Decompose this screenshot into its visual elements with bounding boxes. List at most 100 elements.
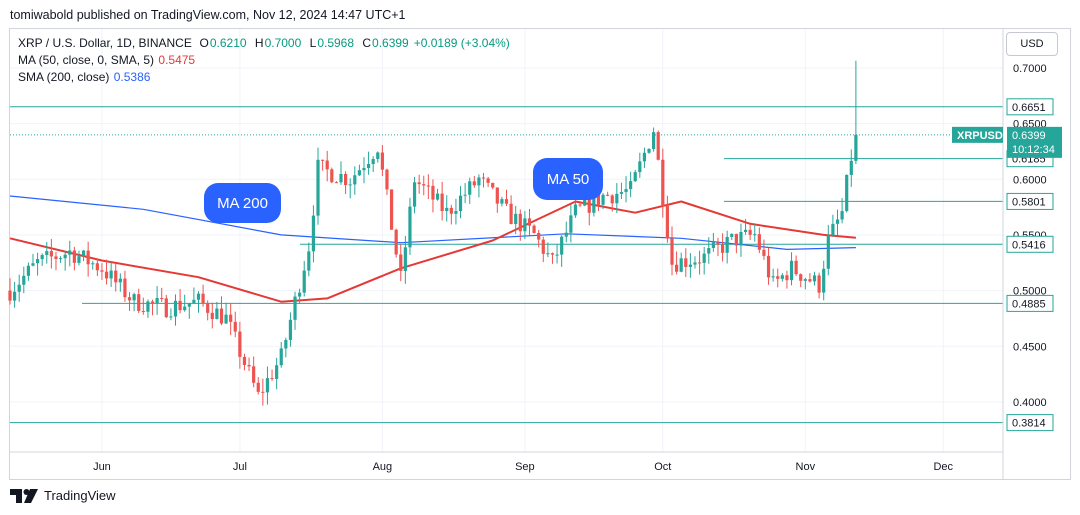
candle-body: [109, 270, 113, 279]
candle-body: [104, 271, 109, 279]
candle-body: [808, 279, 812, 282]
candle-body: [748, 229, 752, 235]
candle-body: [537, 232, 541, 240]
candle-body: [739, 232, 743, 246]
candle-body: [40, 255, 44, 260]
candle-body: [730, 233, 734, 237]
candle-body: [449, 207, 453, 214]
candle-body: [693, 262, 697, 265]
footer-brand[interactable]: TradingView: [10, 488, 116, 503]
candle-body: [684, 258, 688, 267]
candle-body: [762, 249, 766, 256]
candle-body: [8, 290, 12, 301]
candle-body: [642, 152, 647, 162]
chart-frame[interactable]: [9, 28, 1071, 480]
ma-50-group: [9, 200, 856, 303]
candle-body: [495, 187, 499, 204]
candle-body: [261, 391, 265, 393]
candle-body: [302, 270, 306, 293]
legend-symbol-row: XRP / U.S. Dollar, 1D, BINANCE O0.6210 H…: [18, 35, 515, 52]
candle-body: [560, 236, 564, 255]
symbol-tag: [952, 126, 1003, 143]
candle-body: [845, 174, 849, 212]
candle-body: [615, 193, 619, 204]
x-tick-label: Jul: [233, 461, 247, 473]
candle-body: [123, 278, 127, 298]
candle-body: [753, 234, 757, 236]
legend-symbol[interactable]: XRP / U.S. Dollar, 1D, BINANCE: [18, 36, 192, 50]
footer-brand-name: TradingView: [44, 488, 116, 503]
y-tick-label: 0.7000: [1013, 63, 1047, 75]
price-tags: 0.66510.61850.58010.54160.48850.3814XRPU…: [952, 98, 1062, 432]
legend-sma-row[interactable]: SMA (200, close) 0.5386: [18, 69, 515, 86]
legend-close-label: C: [362, 36, 372, 50]
y-tick-label: 0.4500: [1013, 341, 1047, 353]
candle-body: [454, 211, 458, 214]
candle-body: [523, 218, 527, 232]
ma-50-line: [9, 200, 856, 303]
legend-open-label: O: [199, 36, 209, 50]
candle-body: [587, 198, 591, 213]
candle-body: [183, 306, 187, 311]
candle-body: [477, 177, 481, 186]
candle-body: [734, 233, 738, 246]
legend-sma-label: SMA (200, close): [18, 70, 110, 84]
candle-body: [583, 198, 587, 206]
candle-body: [192, 299, 196, 304]
candle-body: [224, 314, 228, 324]
candle-body: [826, 235, 830, 269]
legend-low: 0.5968: [317, 36, 355, 50]
legend-sma-value: 0.5386: [113, 70, 151, 84]
candle-body: [238, 331, 242, 357]
candle-body: [472, 181, 476, 186]
candle-body: [210, 312, 214, 320]
tradingview-logo-icon: [10, 488, 38, 503]
candle-body: [389, 189, 394, 230]
candle-body: [371, 159, 375, 164]
candle-body: [95, 263, 99, 271]
candle-body: [31, 263, 35, 266]
candle-body: [720, 244, 725, 253]
candle-body: [150, 301, 155, 304]
level-tag: [1006, 98, 1054, 116]
candle-body: [509, 203, 513, 225]
candle-body: [514, 213, 518, 225]
candle-body: [22, 275, 26, 285]
level-tag: [1006, 414, 1054, 432]
price-tag: [1007, 126, 1062, 158]
candle-body: [394, 229, 398, 255]
candle-body: [316, 159, 320, 216]
candle-body: [164, 298, 168, 318]
candle-body: [596, 194, 601, 205]
candle-body: [155, 297, 159, 304]
candle-body: [17, 284, 21, 292]
candle-body: [840, 211, 844, 220]
candle-body: [789, 260, 794, 281]
currency-unit-button[interactable]: USD: [1006, 32, 1058, 56]
candle-body: [606, 194, 610, 196]
candle-body: [679, 258, 683, 272]
candle-body: [486, 178, 490, 183]
candle-body: [500, 199, 504, 204]
legend-high: 0.7000: [264, 36, 302, 50]
candle-body: [638, 161, 642, 173]
sma-200-group: [9, 195, 856, 250]
candle-body: [619, 192, 624, 194]
candle-body: [132, 294, 136, 301]
candle-body: [854, 134, 858, 161]
x-tick-label: Jun: [93, 461, 111, 473]
candle-body: [118, 278, 122, 283]
candle-body: [656, 132, 660, 160]
level-tag-label: 0.4885: [1012, 298, 1046, 310]
candle-body: [610, 195, 614, 204]
candle-body: [716, 242, 720, 245]
level-tag: [1006, 235, 1054, 253]
candle-body: [68, 250, 72, 255]
candle-body: [35, 259, 40, 264]
candle-body: [242, 356, 247, 365]
level-tag: [1006, 192, 1054, 210]
candle-body: [688, 264, 692, 267]
legend-ma-row[interactable]: MA (50, close, 0, SMA, 5) 0.5475: [18, 52, 515, 69]
candle-body: [376, 152, 380, 160]
